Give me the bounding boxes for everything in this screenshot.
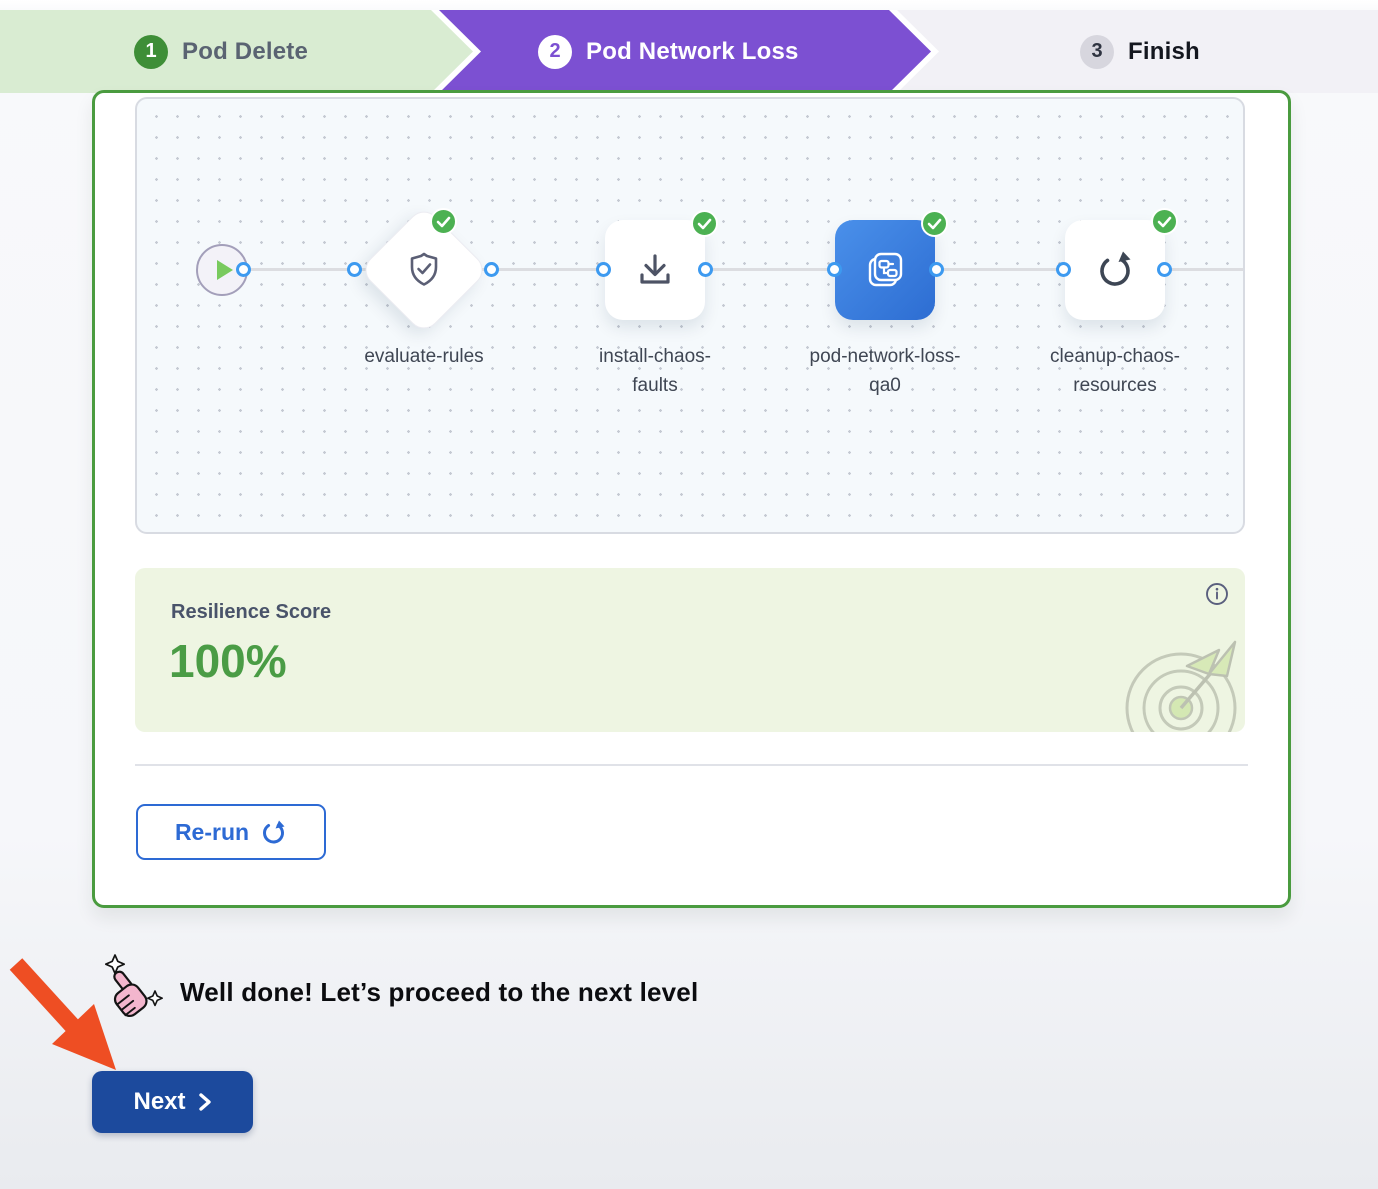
- resilience-score-value: 100%: [169, 635, 287, 687]
- congrats-message: Well done! Let’s proceed to the next lev…: [180, 977, 699, 1007]
- step-number-badge: 1: [134, 34, 168, 69]
- connector-dot: [596, 262, 611, 277]
- node-label: install-chaos- faults: [535, 342, 775, 400]
- connector-dot: [347, 262, 362, 277]
- next-button-label: Next: [133, 1088, 186, 1115]
- download-icon: [640, 254, 670, 284]
- node-label: cleanup-chaos- resources: [995, 342, 1235, 400]
- pipeline-canvas: [135, 97, 1245, 534]
- pipeline-connector-line: [245, 268, 1243, 271]
- node-label-line: cleanup-chaos-: [1050, 346, 1180, 367]
- thumbs-up-icon: [104, 954, 163, 1018]
- connector-dot: [698, 262, 713, 277]
- node-label-line: pod-network-loss-: [809, 346, 961, 367]
- node-label: evaluate-rules: [304, 342, 544, 371]
- node-label-line: qa0: [869, 375, 901, 396]
- step-label: Finish: [1128, 37, 1200, 65]
- connector-dot: [929, 262, 944, 277]
- next-button[interactable]: Next: [92, 1071, 253, 1133]
- node-install-chaos-faults[interactable]: [605, 220, 705, 320]
- chevron-right-icon: [198, 1093, 211, 1111]
- node-cleanup-chaos-resources[interactable]: [1065, 220, 1165, 320]
- step-pod-network-loss[interactable]: 2 Pod Network Loss: [538, 10, 799, 93]
- node-label-line: resources: [1073, 375, 1157, 396]
- rerun-refresh-icon: [263, 820, 285, 843]
- play-icon: [216, 260, 233, 280]
- connector-dot: [236, 262, 251, 277]
- step-number-badge: 2: [538, 34, 572, 69]
- card-divider: [135, 764, 1248, 766]
- step-finish[interactable]: 3 Finish: [1080, 10, 1200, 93]
- connector-dot: [1157, 262, 1172, 277]
- connector-dot: [827, 262, 842, 277]
- rerun-button[interactable]: Re-run: [136, 804, 326, 860]
- resilience-score-title: Resilience Score: [171, 601, 332, 623]
- step-number-badge: 3: [1080, 34, 1114, 69]
- node-label-line: faults: [632, 375, 678, 396]
- node-pod-network-loss-qa0[interactable]: [835, 220, 935, 320]
- success-check-badge: [430, 208, 457, 235]
- connector-dot: [484, 262, 499, 277]
- step-label: Pod Network Loss: [586, 37, 799, 65]
- node-label-line: evaluate-rules: [364, 346, 484, 367]
- experiment-icon: [868, 252, 903, 287]
- success-check-badge: [921, 210, 948, 237]
- rerun-button-label: Re-run: [174, 818, 250, 845]
- success-check-badge: [1151, 208, 1178, 235]
- connector-dot: [1056, 262, 1071, 277]
- success-check-badge: [691, 210, 718, 237]
- node-label: pod-network-loss- qa0: [765, 342, 1005, 400]
- info-icon[interactable]: [1205, 582, 1229, 606]
- shield-check-icon: [410, 252, 438, 286]
- step-completed-segment: [0, 10, 473, 93]
- step-pod-delete[interactable]: 1 Pod Delete: [134, 10, 308, 93]
- wizard-stepper: 1 Pod Delete 2 Pod Network Loss 3 Finish: [0, 10, 1378, 93]
- step-label: Pod Delete: [182, 37, 309, 65]
- target-dart-illustration: [1125, 640, 1237, 732]
- red-annotation-arrow: [9, 958, 116, 1070]
- resilience-score-panel: Resilience Score 100%: [135, 568, 1245, 732]
- refresh-icon: [1100, 251, 1131, 286]
- node-label-line: install-chaos-: [599, 346, 711, 367]
